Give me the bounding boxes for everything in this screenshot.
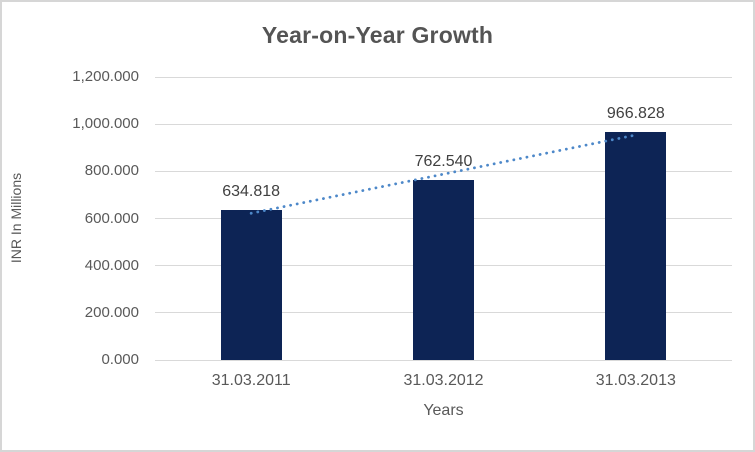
y-tick-label: 0.000 (101, 351, 139, 368)
bar (220, 210, 282, 360)
gridline (155, 76, 732, 78)
bar-data-label: 966.828 (606, 104, 665, 122)
x-tick-label: 31.03.2011 (211, 372, 291, 389)
y-tick-label: 400.000 (84, 256, 139, 274)
chart-title: Year-on-Year Growth (261, 22, 494, 48)
y-tick-label: 200.000 (84, 303, 139, 321)
bar (413, 180, 474, 360)
y-tick-label: 800.000 (84, 162, 139, 180)
gridline (155, 123, 732, 125)
y-tick-label: 600.000 (84, 209, 139, 227)
gridline (155, 359, 732, 361)
x-tick-label: 31.03.2012 (403, 372, 484, 389)
x-tick-label: 31.03.2013 (595, 372, 676, 389)
y-tick-label: 1,200.000 (72, 68, 139, 85)
bar-data-label: 634.818 (222, 183, 281, 201)
bar-data-label: 762.540 (414, 153, 473, 171)
x-axis-title: Years (423, 402, 464, 419)
y-tick-label: 1,000.000 (72, 115, 139, 133)
bar (605, 131, 667, 360)
